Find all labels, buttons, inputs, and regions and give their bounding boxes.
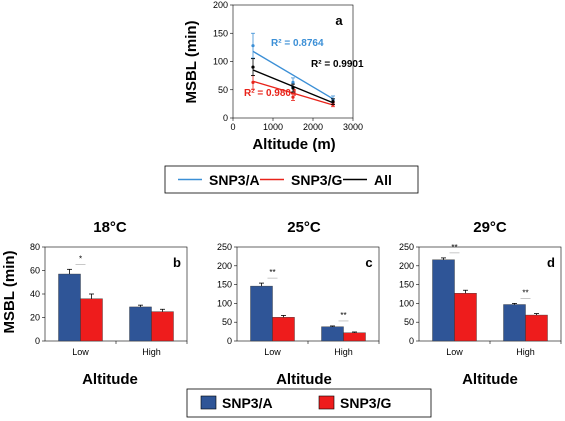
panel-c-y-tick-label: 50	[222, 317, 232, 327]
panel-c-bar-chart: 25°C c Altitude 0 50 100 150 200 250 Low ** High **	[217, 219, 380, 388]
panel-c-bar-snp3-g	[343, 332, 366, 342]
line-legend-label: All	[374, 172, 392, 188]
bar-legend: SNP3/A SNP3/G	[186, 388, 432, 418]
bar-legend-label: SNP3/A	[222, 395, 273, 411]
panel-d-x-tick-label: Low	[446, 347, 463, 357]
panel-b-bar-snp3-a	[129, 306, 152, 342]
panel-b-y-tick-label: 60	[30, 266, 40, 276]
panel-d-bar-snp3-g	[454, 293, 477, 342]
bar-legend-swatch	[318, 395, 335, 410]
panel-c-x-tick-label: High	[334, 347, 353, 357]
panel-b-y-tick-label: 40	[30, 289, 40, 299]
panel-a-y-tick-label: 150	[213, 28, 228, 38]
panel-c-bar-snp3-g	[272, 317, 295, 342]
panel-a-data-point	[291, 80, 295, 85]
panel-d-bar-snp3-a	[503, 304, 526, 342]
panel-a-y-tick-label: 0	[223, 113, 228, 123]
panel-a-fit-line-snp3-g	[252, 80, 334, 106]
panel-c-y-tick-label: 0	[227, 336, 232, 346]
line-legend-label: SNP3/G	[291, 172, 342, 188]
panel-c-letter: c	[365, 255, 372, 270]
panel-a-x-axis-title: Altitude (m)	[252, 136, 335, 153]
panel-a-r2-label: R² = 0.9901	[311, 59, 364, 70]
panel-c-y-tick-label: 250	[217, 242, 232, 252]
panel-d-bar-snp3-a	[432, 259, 455, 342]
panel-a-data-point	[251, 80, 255, 85]
panel-b-letter: b	[173, 255, 181, 270]
panel-b-x-tick-label: High	[142, 347, 161, 357]
panel-d-x-axis-title: Altitude	[462, 371, 518, 388]
panel-d-significance-marker: **	[451, 243, 457, 252]
panel-b-bar-chart: 18°C b Altitude 0 20 40 60 80 Low * High	[30, 219, 188, 388]
panel-a-data-point	[331, 100, 335, 104]
panel-b-y-tick-label: 20	[30, 313, 40, 323]
panel-a-r2-label: R² = 0.9804	[244, 88, 297, 99]
bar-legend-swatch	[200, 395, 217, 410]
panel-b-bar-snp3-a	[58, 273, 81, 342]
panel-b-x-axis-title: Altitude	[82, 371, 138, 388]
panel-d-letter: d	[547, 255, 555, 270]
panel-c-bar-snp3-a	[250, 285, 273, 342]
line-legend-label: SNP3/A	[209, 172, 260, 188]
panel-d-x-tick-label: High	[516, 347, 535, 357]
panel-d-bar-chart: 29°C d Altitude 0 50 100 150 200 250 Low ** High **	[399, 219, 562, 388]
bar-legend-box	[186, 388, 432, 418]
panel-a-fit-line-snp3-a	[252, 50, 334, 100]
panel-b-bar-snp3-g	[80, 298, 103, 342]
panel-a-y-tick-label: 200	[213, 0, 228, 10]
panel-a-y-tick-label: 100	[213, 57, 228, 67]
panel-b-bar-snp3-g	[151, 311, 174, 342]
panel-a-letter: a	[335, 13, 343, 28]
panel-a-y-tick-label: 50	[218, 85, 228, 95]
panel-d-significance-marker: **	[522, 288, 528, 297]
panel-c-y-tick-label: 100	[217, 298, 232, 308]
panel-b-y-tick-label: 80	[30, 242, 40, 252]
panel-d-bar-snp3-g	[525, 314, 548, 342]
panel-d-y-tick-label: 150	[399, 280, 414, 290]
panel-b-title: 18°C	[93, 219, 127, 236]
panel-a-y-axis-title: MSBL (min)	[183, 20, 200, 103]
panel-a-r2-label: R² = 0.8764	[271, 38, 324, 49]
panel-a-x-tick-label: 1000	[263, 122, 283, 132]
panel-a-data-point	[291, 95, 295, 99]
panel-c-x-axis-title: Altitude	[276, 371, 332, 388]
panel-a-line-chart: a Altitude (m) MSBL (min) 0 1000 2000 3000 0…	[183, 0, 364, 153]
panel-a-x-tick-label: 3000	[343, 122, 363, 132]
panel-d-y-tick-label: 0	[409, 336, 414, 346]
panel-c-significance-marker: **	[340, 311, 346, 320]
panel-a-data-point	[251, 44, 255, 48]
panel-d-y-tick-label: 50	[404, 317, 414, 327]
panel-d-y-tick-label: 200	[399, 261, 414, 271]
line-legend: SNP3/A SNP3/G All	[164, 165, 419, 194]
panel-b-significance-marker: *	[79, 254, 82, 263]
panel-d-y-tick-label: 100	[399, 298, 414, 308]
panel-d-title: 29°C	[473, 219, 507, 236]
panel-c-y-tick-label: 200	[217, 261, 232, 271]
panel-a-data-point	[251, 65, 255, 69]
panel-a-x-tick-label: 2000	[303, 122, 323, 132]
bar-y-axis-title: MSBL (min)	[1, 250, 18, 333]
panel-c-y-tick-label: 150	[217, 280, 232, 290]
line-legend-box	[164, 165, 419, 194]
panel-a-data-point	[291, 86, 295, 90]
bar-legend-label: SNP3/G	[340, 395, 391, 411]
panel-b-y-tick-label: 0	[35, 336, 40, 346]
panel-c-x-tick-label: Low	[264, 347, 281, 357]
panel-a-x-tick-label: 0	[230, 122, 235, 132]
panel-c-significance-marker: **	[269, 268, 275, 277]
panel-b-x-tick-label: Low	[72, 347, 89, 357]
panel-c-title: 25°C	[287, 219, 321, 236]
panel-d-y-tick-label: 250	[399, 242, 414, 252]
panel-c-bar-snp3-a	[321, 326, 344, 342]
